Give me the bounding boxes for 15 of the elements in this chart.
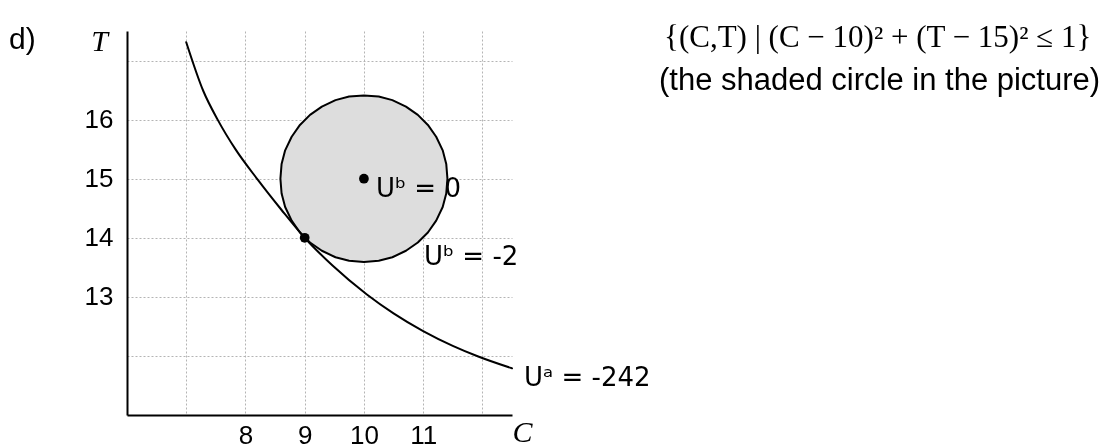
annotation: Uᵃ = -242 <box>524 362 651 393</box>
y-tick-label: 13 <box>84 281 114 312</box>
x-tick-label: 9 <box>297 419 313 444</box>
x-tick-label: 8 <box>238 419 254 444</box>
text: (the shaded circle in the picture) <box>659 62 1101 97</box>
y-tick-label: 16 <box>84 104 114 135</box>
chart-title: d) <box>9 22 36 55</box>
text: {(C,T) | (C − 10)² + (T − 15)² ≤ 1} <box>664 19 1092 54</box>
y-axis-title: T <box>91 23 111 57</box>
annotation: Uᵇ = -2 <box>423 241 519 272</box>
x-tick-label: 10 <box>349 419 379 444</box>
y-tick-label: 15 <box>84 163 114 194</box>
x-tick-label: 11 <box>410 419 438 444</box>
x-axis-title: C <box>512 414 534 444</box>
y-tick-label: 14 <box>84 222 114 253</box>
